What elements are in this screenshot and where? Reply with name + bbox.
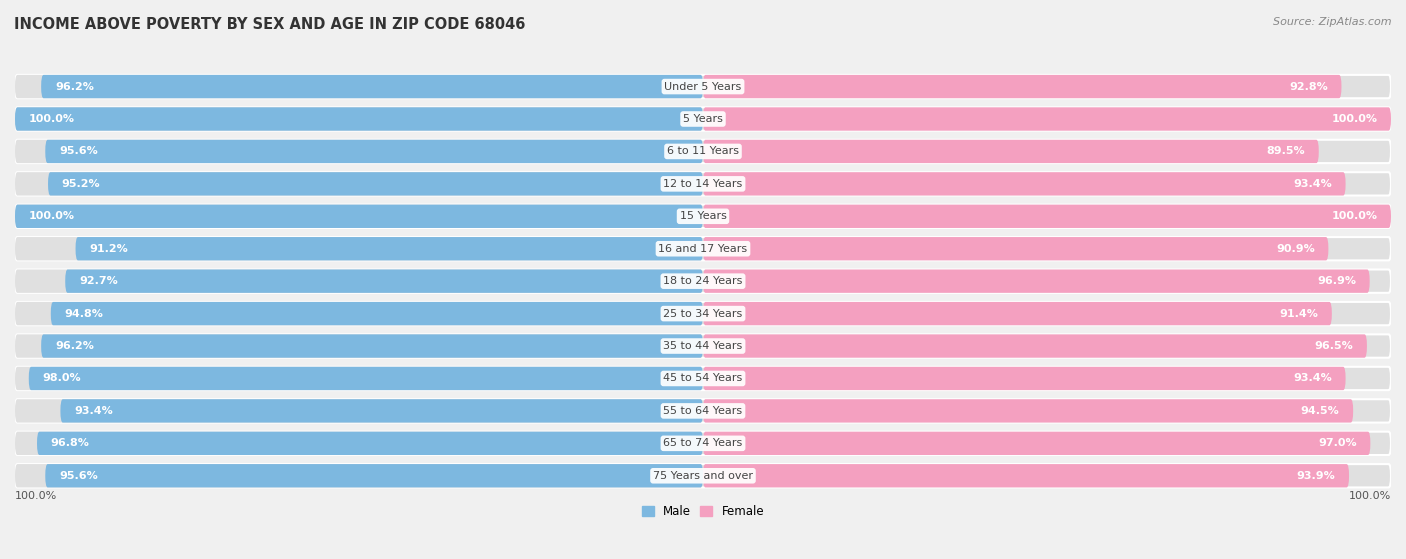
Text: 100.0%: 100.0% [28,114,75,124]
FancyBboxPatch shape [703,399,1353,423]
Text: 18 to 24 Years: 18 to 24 Years [664,276,742,286]
FancyBboxPatch shape [15,269,703,293]
FancyBboxPatch shape [15,464,703,487]
FancyBboxPatch shape [15,75,1391,98]
FancyBboxPatch shape [703,464,1348,487]
Text: 95.6%: 95.6% [59,146,98,157]
FancyBboxPatch shape [15,432,703,455]
Text: 45 to 54 Years: 45 to 54 Years [664,373,742,383]
FancyBboxPatch shape [703,302,1331,325]
FancyBboxPatch shape [703,269,1369,293]
FancyBboxPatch shape [15,237,1391,260]
Text: 93.4%: 93.4% [1294,373,1331,383]
FancyBboxPatch shape [703,75,1341,98]
FancyBboxPatch shape [15,75,703,98]
Text: 94.5%: 94.5% [1301,406,1340,416]
FancyBboxPatch shape [15,302,703,325]
Text: 91.2%: 91.2% [90,244,128,254]
FancyBboxPatch shape [703,237,1329,260]
Text: INCOME ABOVE POVERTY BY SEX AND AGE IN ZIP CODE 68046: INCOME ABOVE POVERTY BY SEX AND AGE IN Z… [14,17,526,32]
Text: 100.0%: 100.0% [1331,211,1378,221]
FancyBboxPatch shape [15,269,1391,293]
FancyBboxPatch shape [37,432,703,455]
FancyBboxPatch shape [15,399,703,423]
FancyBboxPatch shape [28,367,703,390]
Text: 92.8%: 92.8% [1289,82,1327,92]
FancyBboxPatch shape [41,334,703,358]
FancyBboxPatch shape [15,367,1391,390]
FancyBboxPatch shape [15,367,703,390]
Text: 100.0%: 100.0% [15,491,58,501]
Text: 93.9%: 93.9% [1296,471,1336,481]
Text: 96.2%: 96.2% [55,341,94,351]
Text: 96.9%: 96.9% [1317,276,1355,286]
Text: 75 Years and over: 75 Years and over [652,471,754,481]
Text: 98.0%: 98.0% [42,373,82,383]
Text: 91.4%: 91.4% [1279,309,1317,319]
FancyBboxPatch shape [15,464,1391,487]
Text: Source: ZipAtlas.com: Source: ZipAtlas.com [1274,17,1392,27]
FancyBboxPatch shape [703,205,1391,228]
Text: 94.8%: 94.8% [65,309,104,319]
FancyBboxPatch shape [41,75,703,98]
FancyBboxPatch shape [15,334,1391,358]
Text: 5 Years: 5 Years [683,114,723,124]
FancyBboxPatch shape [15,399,1391,423]
FancyBboxPatch shape [15,205,1391,228]
FancyBboxPatch shape [703,140,1319,163]
FancyBboxPatch shape [60,399,703,423]
FancyBboxPatch shape [703,107,1391,131]
FancyBboxPatch shape [15,302,1391,325]
FancyBboxPatch shape [51,302,703,325]
Text: 96.2%: 96.2% [55,82,94,92]
Text: 97.0%: 97.0% [1317,438,1357,448]
FancyBboxPatch shape [15,334,703,358]
FancyBboxPatch shape [15,205,703,228]
Text: 100.0%: 100.0% [28,211,75,221]
FancyBboxPatch shape [15,172,703,196]
Text: 95.6%: 95.6% [59,471,98,481]
FancyBboxPatch shape [703,172,1346,196]
FancyBboxPatch shape [15,107,703,131]
Text: 55 to 64 Years: 55 to 64 Years [664,406,742,416]
Text: 96.8%: 96.8% [51,438,90,448]
Text: Under 5 Years: Under 5 Years [665,82,741,92]
Text: 100.0%: 100.0% [1331,114,1378,124]
FancyBboxPatch shape [15,107,703,131]
Text: 90.9%: 90.9% [1275,244,1315,254]
FancyBboxPatch shape [15,140,703,163]
Text: 92.7%: 92.7% [79,276,118,286]
FancyBboxPatch shape [15,172,1391,196]
FancyBboxPatch shape [76,237,703,260]
FancyBboxPatch shape [15,237,703,260]
Text: 16 and 17 Years: 16 and 17 Years [658,244,748,254]
FancyBboxPatch shape [703,432,1371,455]
FancyBboxPatch shape [15,432,1391,455]
Legend: Male, Female: Male, Female [637,500,769,523]
FancyBboxPatch shape [15,107,1391,131]
Text: 6 to 11 Years: 6 to 11 Years [666,146,740,157]
FancyBboxPatch shape [45,140,703,163]
Text: 96.5%: 96.5% [1315,341,1353,351]
FancyBboxPatch shape [15,140,1391,163]
Text: 35 to 44 Years: 35 to 44 Years [664,341,742,351]
Text: 15 Years: 15 Years [679,211,727,221]
Text: 100.0%: 100.0% [1348,491,1391,501]
Text: 65 to 74 Years: 65 to 74 Years [664,438,742,448]
Text: 95.2%: 95.2% [62,179,100,189]
FancyBboxPatch shape [65,269,703,293]
Text: 93.4%: 93.4% [75,406,112,416]
FancyBboxPatch shape [15,205,703,228]
Text: 25 to 34 Years: 25 to 34 Years [664,309,742,319]
FancyBboxPatch shape [703,367,1346,390]
FancyBboxPatch shape [703,334,1367,358]
Text: 12 to 14 Years: 12 to 14 Years [664,179,742,189]
Text: 89.5%: 89.5% [1267,146,1305,157]
FancyBboxPatch shape [48,172,703,196]
FancyBboxPatch shape [45,464,703,487]
Text: 93.4%: 93.4% [1294,179,1331,189]
